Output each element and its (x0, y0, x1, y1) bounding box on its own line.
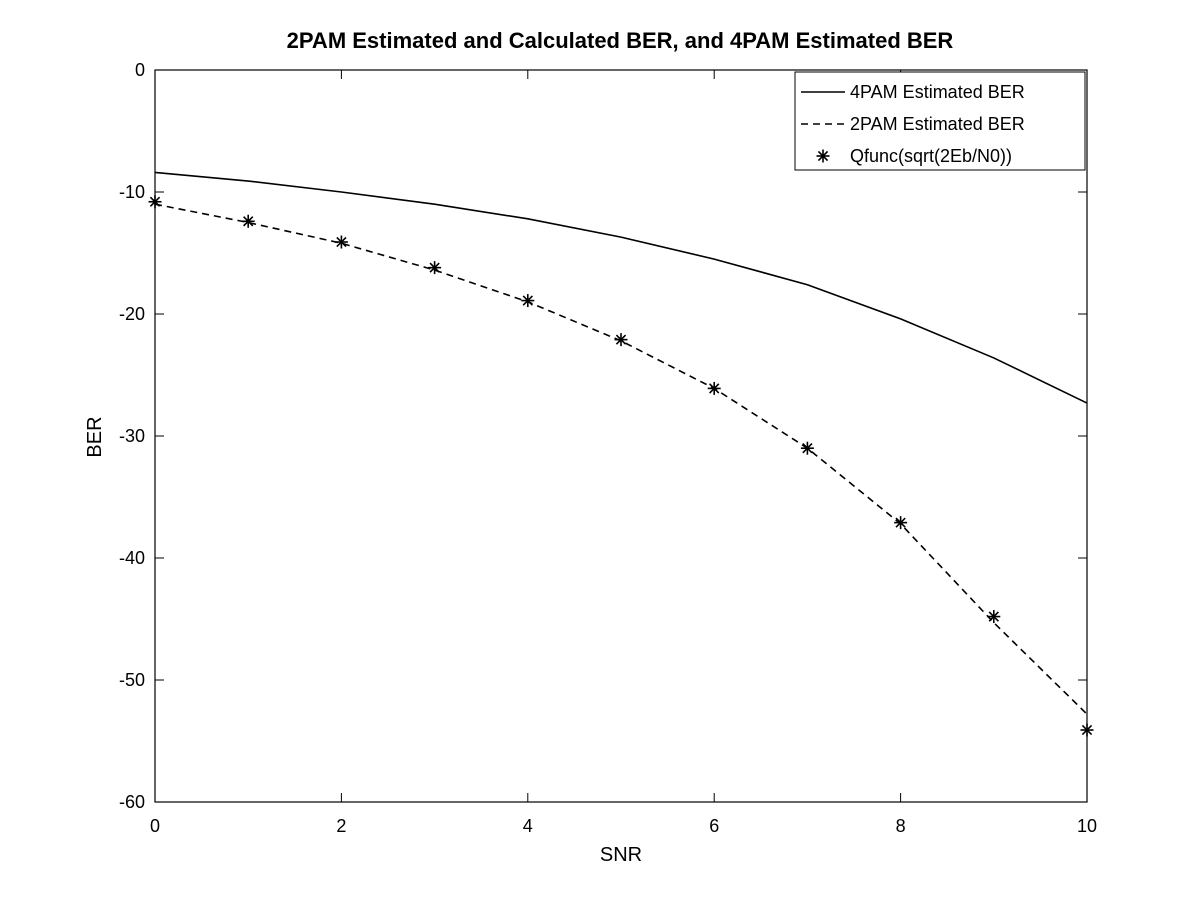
y-tick-label: -40 (119, 548, 145, 568)
series-3-point (707, 381, 721, 395)
y-tick-label: -60 (119, 792, 145, 812)
series-3-point (800, 441, 814, 455)
series-3-point (334, 235, 348, 249)
legend-sample-3 (816, 149, 830, 163)
y-tick-label: -20 (119, 304, 145, 324)
x-axis-label: SNR (600, 844, 642, 866)
x-tick-label: 4 (523, 816, 533, 836)
x-tick-label: 0 (150, 816, 160, 836)
series-3-point (428, 261, 442, 275)
x-tick-label: 10 (1077, 816, 1097, 836)
chart-title: 2PAM Estimated and Calculated BER, and 4… (287, 28, 954, 53)
series-1-line (154, 171, 1088, 404)
axes-box (154, 69, 1088, 803)
y-axis-label: BER (84, 416, 106, 457)
y-tick-label: 0 (135, 60, 145, 80)
legend-label-1: 4PAM Estimated BER (850, 82, 1025, 102)
series-2-line (154, 203, 1088, 715)
legend-label-3: Qfunc(sqrt(2Eb/N0)) (850, 146, 1012, 166)
series-3-point (148, 195, 162, 209)
x-tick-label: 2 (336, 816, 346, 836)
legend: 4PAM Estimated BER 2PAM Estimated BER Qfun… (794, 71, 1086, 171)
series-3-point (241, 214, 255, 228)
y-tick-label: -30 (119, 426, 145, 446)
x-tick-label: 8 (896, 816, 906, 836)
plot-area: 0 2 4 6 8 10 0 -10 -20 -30 -40 -50 -60 (119, 60, 1097, 836)
legend-box (794, 71, 1086, 171)
series-3-point (1080, 723, 1094, 737)
series-3-point (894, 516, 908, 530)
series-3-point (521, 294, 535, 308)
legend-label-2: 2PAM Estimated BER (850, 114, 1025, 134)
series-3-point (987, 610, 1001, 624)
y-tick-label: -10 (119, 182, 145, 202)
series-3-point (614, 333, 628, 347)
x-tick-label: 6 (709, 816, 719, 836)
y-tick-label: -50 (119, 670, 145, 690)
